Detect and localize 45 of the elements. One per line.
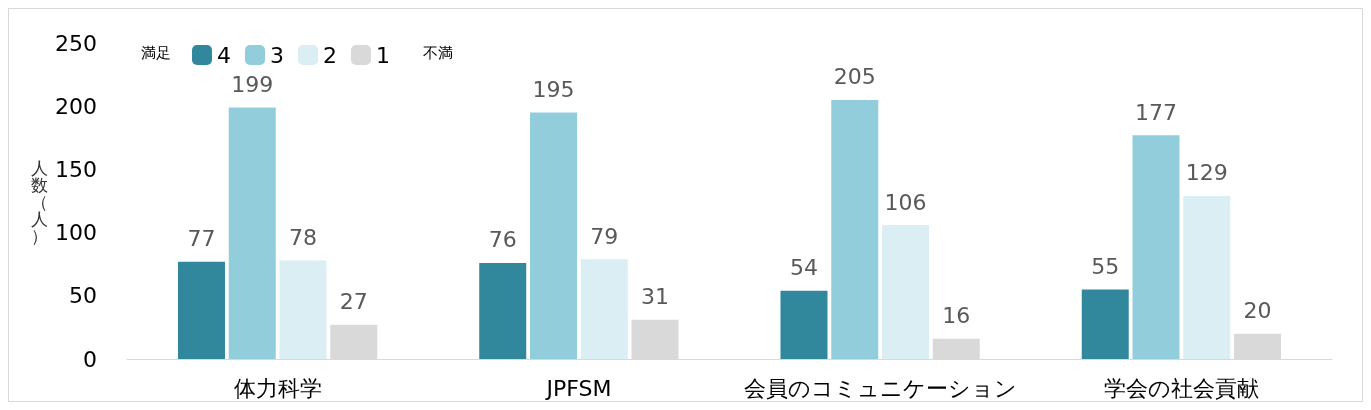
data-label: 78 (289, 224, 318, 250)
data-label: 129 (1185, 160, 1228, 186)
bar (177, 261, 225, 359)
data-label: 54 (789, 255, 818, 281)
x-tick-label: 体力科学 (233, 375, 322, 401)
annotation: 不満 (423, 43, 453, 62)
data-label: 199 (231, 71, 274, 97)
y-tick-label: 150 (55, 156, 97, 182)
y-tick-label: 250 (55, 30, 97, 56)
y-tick-label: 200 (55, 93, 97, 119)
bar (530, 112, 577, 359)
data-label: 177 (1134, 99, 1177, 125)
bar (1183, 195, 1231, 359)
data-label: 79 (590, 223, 619, 249)
y-tick-label: 100 (55, 220, 97, 246)
data-label: 31 (641, 284, 670, 310)
bar (882, 225, 930, 359)
bar (279, 260, 327, 359)
legend-label: 1 (375, 42, 390, 68)
legend-label: 3 (270, 42, 284, 68)
data-label: 55 (1091, 253, 1120, 279)
x-tick-label: 学会の社会貢献 (1103, 375, 1259, 401)
y-tick-label: 0 (83, 346, 97, 372)
data-label: 106 (884, 189, 927, 215)
data-label: 27 (339, 289, 368, 315)
y-axis-title: 人数（人） (31, 157, 48, 246)
bar (831, 99, 879, 359)
data-label: 195 (532, 77, 575, 103)
data-label: 76 (488, 227, 517, 253)
data-label: 16 (942, 303, 971, 329)
x-tick-label: 会員のコミュニケーション (743, 375, 1017, 401)
data-label: 205 (833, 64, 876, 90)
x-tick-label: JPFSM (544, 375, 612, 401)
bar (1081, 289, 1129, 359)
legend-label: 4 (217, 42, 231, 68)
bar (580, 259, 628, 359)
bar (780, 290, 828, 359)
bar (479, 262, 527, 359)
legend-label: 2 (322, 42, 337, 68)
bar (1132, 135, 1180, 359)
y-tick-label: 50 (69, 283, 97, 309)
data-label: 77 (187, 226, 216, 252)
data-label: 20 (1243, 298, 1272, 324)
bar (228, 107, 276, 359)
legend-title: 満足 (141, 43, 171, 62)
